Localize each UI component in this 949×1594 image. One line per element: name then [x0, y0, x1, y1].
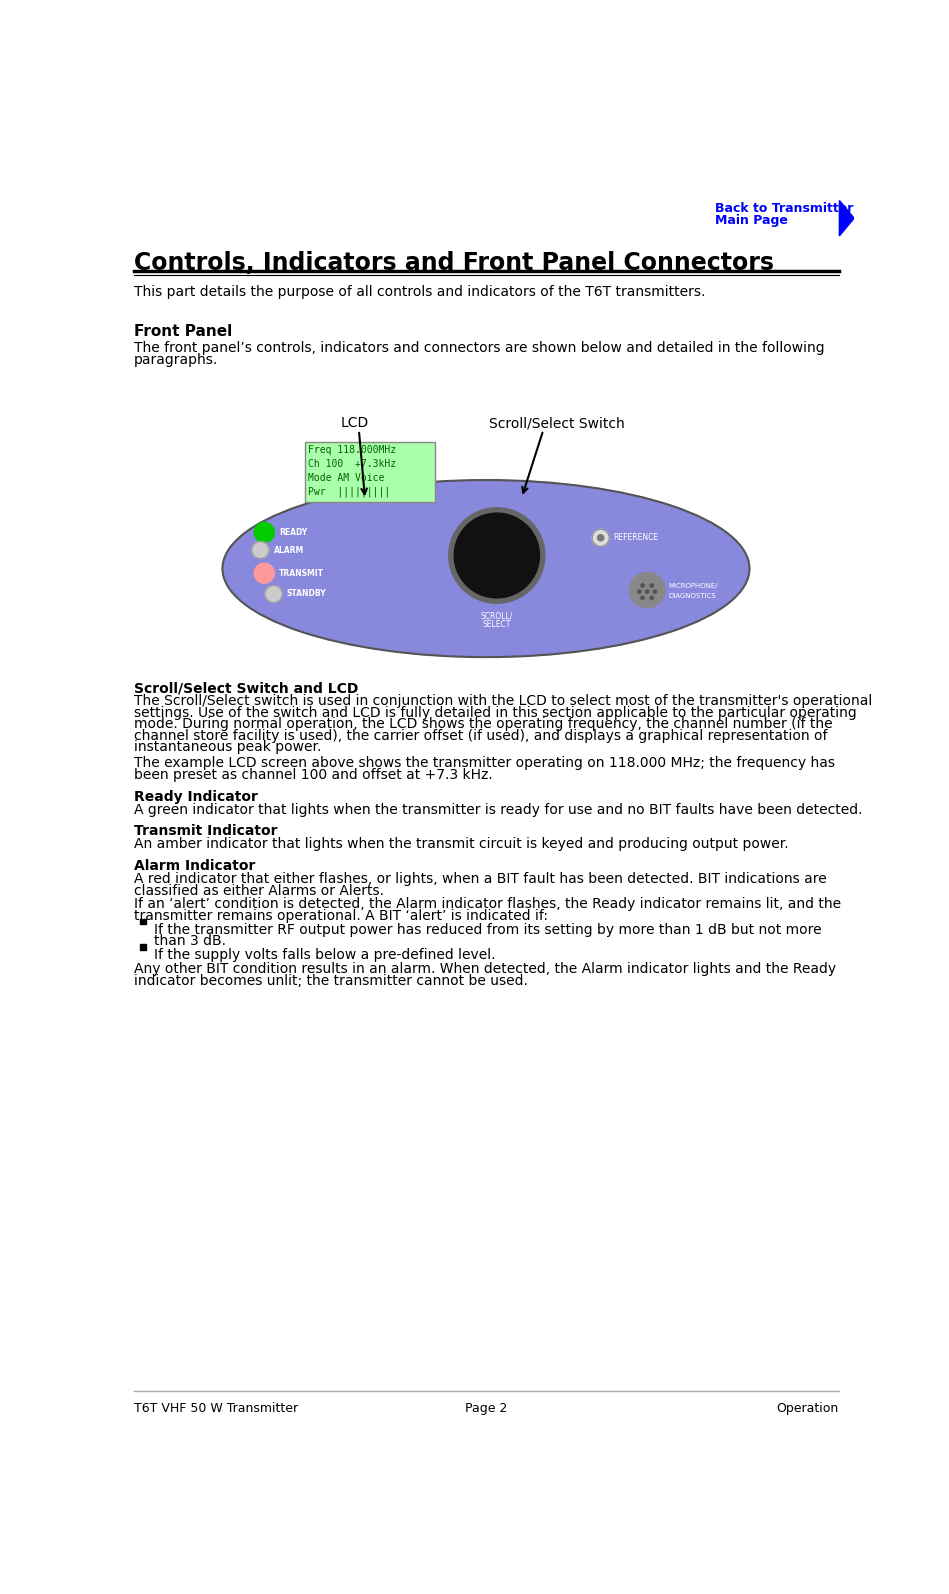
Text: settings. Use of the switch and LCD is fully detailed in this section applicable: settings. Use of the switch and LCD is f… — [134, 706, 857, 719]
Text: indicator becomes unlit; the transmitter cannot be used.: indicator becomes unlit; the transmitter… — [134, 974, 528, 988]
Text: STANDBY: STANDBY — [287, 590, 326, 598]
Circle shape — [455, 513, 539, 598]
Circle shape — [254, 523, 274, 542]
Text: Operation: Operation — [776, 1401, 839, 1415]
Circle shape — [629, 572, 665, 607]
Text: transmitter remains operational. A BIT ‘alert’ is indicated if:: transmitter remains operational. A BIT ‘… — [134, 909, 549, 923]
Text: If the supply volts falls below a pre-defined level.: If the supply volts falls below a pre-de… — [154, 948, 495, 963]
Text: A green indicator that lights when the transmitter is ready for use and no BIT f: A green indicator that lights when the t… — [134, 803, 863, 816]
Text: The front panel’s controls, indicators and connectors are shown below and detail: The front panel’s controls, indicators a… — [134, 341, 825, 354]
Text: Ch 100  +7.3kHz: Ch 100 +7.3kHz — [308, 459, 397, 469]
Bar — [140, 918, 146, 925]
Text: than 3 dB.: than 3 dB. — [154, 934, 226, 948]
Text: REFERENCE: REFERENCE — [613, 534, 659, 542]
Text: Transmit Indicator: Transmit Indicator — [134, 824, 278, 838]
Text: Back to Transmitter: Back to Transmitter — [716, 202, 854, 215]
Circle shape — [592, 529, 609, 547]
Text: The Scroll/Select switch is used in conjunction with the LCD to select most of t: The Scroll/Select switch is used in conj… — [134, 693, 872, 708]
Text: LCD: LCD — [341, 416, 369, 430]
Circle shape — [638, 590, 642, 593]
Text: Page 2: Page 2 — [465, 1401, 507, 1415]
Text: MICROPHONE/: MICROPHONE/ — [668, 583, 717, 590]
Circle shape — [650, 596, 654, 599]
Circle shape — [641, 583, 644, 587]
Text: Mode AM Voice: Mode AM Voice — [308, 473, 385, 483]
Circle shape — [449, 508, 545, 603]
Text: been preset as channel 100 and offset at +7.3 kHz.: been preset as channel 100 and offset at… — [134, 768, 493, 783]
Circle shape — [251, 542, 269, 558]
Text: DIAGNOSTICS: DIAGNOSTICS — [668, 593, 716, 598]
Text: READY: READY — [279, 528, 307, 537]
Text: If the transmitter RF output power has reduced from its setting by more than 1 d: If the transmitter RF output power has r… — [154, 923, 821, 937]
Text: instantaneous peak power.: instantaneous peak power. — [134, 740, 322, 754]
Text: Controls, Indicators and Front Panel Connectors: Controls, Indicators and Front Panel Con… — [134, 252, 774, 276]
Text: T6T VHF 50 W Transmitter: T6T VHF 50 W Transmitter — [134, 1401, 298, 1415]
Text: Scroll/Select Switch: Scroll/Select Switch — [489, 416, 624, 430]
Circle shape — [641, 596, 644, 599]
Text: This part details the purpose of all controls and indicators of the T6T transmit: This part details the purpose of all con… — [134, 285, 705, 300]
Text: An amber indicator that lights when the transmit circuit is keyed and producing : An amber indicator that lights when the … — [134, 837, 789, 851]
Text: classified as either Alarms or Alerts.: classified as either Alarms or Alerts. — [134, 883, 384, 897]
Text: Ready Indicator: Ready Indicator — [134, 789, 258, 803]
Text: Front Panel: Front Panel — [134, 324, 233, 338]
Text: Pwr  |||||||||: Pwr ||||||||| — [308, 486, 391, 497]
Text: A red indicator that either flashes, or lights, when a BIT fault has been detect: A red indicator that either flashes, or … — [134, 872, 827, 886]
Ellipse shape — [222, 480, 750, 657]
Text: The example LCD screen above shows the transmitter operating on 118.000 MHz; the: The example LCD screen above shows the t… — [134, 757, 835, 770]
Circle shape — [598, 534, 604, 540]
Text: SCROLL/: SCROLL/ — [480, 612, 513, 620]
Text: Any other BIT condition results in an alarm. When detected, the Alarm indicator : Any other BIT condition results in an al… — [134, 963, 836, 976]
Text: TRANSMIT: TRANSMIT — [279, 569, 324, 577]
Circle shape — [650, 583, 654, 587]
Polygon shape — [839, 201, 854, 236]
Text: channel store facility is used), the carrier offset (if used), and displays a gr: channel store facility is used), the car… — [134, 728, 828, 743]
Circle shape — [254, 563, 274, 583]
Text: Freq 118.000MHz: Freq 118.000MHz — [308, 445, 397, 456]
FancyBboxPatch shape — [305, 442, 435, 502]
Text: mode. During normal operation, the LCD shows the operating frequency, the channe: mode. During normal operation, the LCD s… — [134, 717, 833, 732]
Circle shape — [653, 590, 657, 593]
Text: ALARM: ALARM — [273, 545, 304, 555]
Bar — [140, 944, 146, 950]
Text: Scroll/Select Switch and LCD: Scroll/Select Switch and LCD — [134, 681, 359, 695]
Circle shape — [265, 585, 282, 603]
Text: SELECT: SELECT — [483, 620, 511, 630]
Text: If an ‘alert’ condition is detected, the Alarm indicator flashes, the Ready indi: If an ‘alert’ condition is detected, the… — [134, 897, 841, 912]
Text: paragraphs.: paragraphs. — [134, 352, 218, 367]
Text: Main Page: Main Page — [716, 214, 789, 228]
Circle shape — [645, 590, 649, 593]
Text: Alarm Indicator: Alarm Indicator — [134, 859, 255, 874]
